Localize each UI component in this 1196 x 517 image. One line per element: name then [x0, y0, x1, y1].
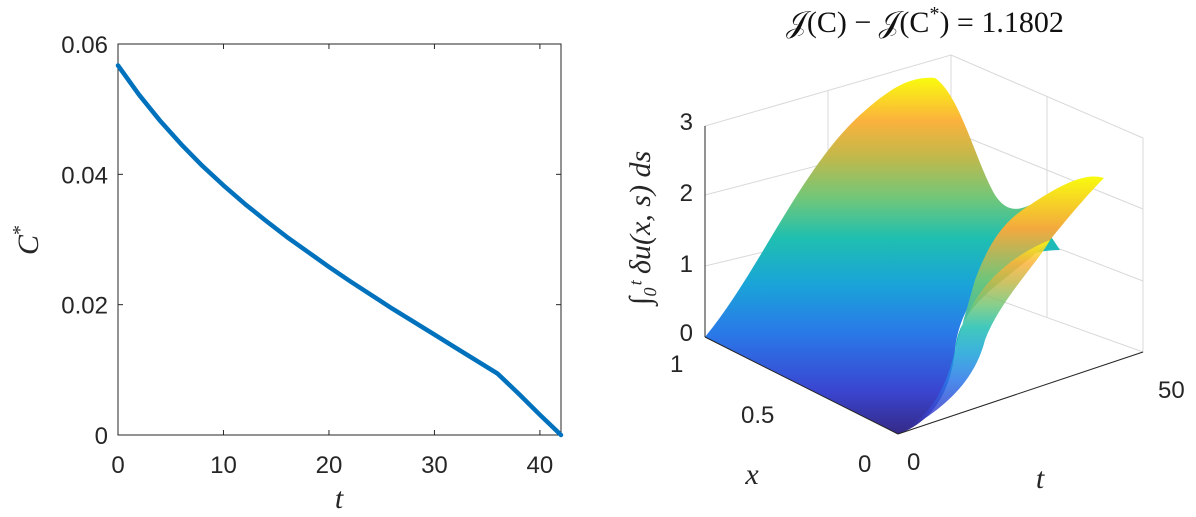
z-tick-3: 3	[680, 109, 693, 136]
surface-main	[705, 77, 1060, 434]
y-tick-label: 0.04	[61, 162, 108, 189]
z-tick-labels: 0 1 2 3	[680, 109, 693, 347]
right-ylabel: t	[1036, 462, 1045, 495]
svg-text:∫₀ᵗ δu(x, s) ds: ∫₀ᵗ δu(x, s) ds	[624, 151, 659, 307]
t-tick-50: 50	[1158, 377, 1185, 404]
t-tick-labels: 0 50	[907, 377, 1185, 476]
z-tick-1: 1	[680, 251, 693, 278]
right-xlabel: x	[744, 458, 759, 491]
z-tick-2: 2	[680, 180, 693, 207]
y-tick-label: 0	[95, 423, 108, 450]
y-tick-label: 0.02	[61, 293, 108, 320]
x-tick-1: 1	[670, 351, 683, 378]
t-tick-0: 0	[907, 449, 920, 476]
y-tick-label: 0.06	[61, 32, 108, 59]
x-tick-0: 0	[858, 451, 871, 478]
x-tick-label: 20	[316, 452, 343, 479]
right-zlabel: ∫₀ᵗ δu(x, s) ds	[624, 151, 659, 307]
svg-text:C*: C*	[9, 225, 45, 255]
x-tick-label: 0	[111, 452, 124, 479]
series-line-cstar	[115, 63, 564, 438]
left-chart: 0 10 20 30 40 0 0.02 0.04 0.06 t C*	[9, 32, 564, 515]
x-tick-label: 10	[210, 452, 237, 479]
left-ylabel: C*	[9, 225, 45, 255]
z-tick-0: 0	[680, 320, 693, 347]
left-tick-labels: 0 10 20 30 40 0 0.02 0.04 0.06	[61, 32, 553, 479]
right-chart: 𝒥(C) − 𝒥(C*) = 1.1802	[624, 3, 1185, 495]
surface-ridge	[955, 176, 1104, 350]
left-xlabel: t	[335, 482, 344, 515]
surface-front	[898, 240, 1050, 434]
surface	[705, 77, 1104, 434]
x-tick-labels: 1 0.5 0	[670, 351, 871, 478]
right-title: 𝒥(C) − 𝒥(C*) = 1.1802	[786, 3, 1064, 39]
x-tick-label: 40	[527, 452, 554, 479]
x-tick-05: 0.5	[741, 402, 774, 429]
x-tick-label: 30	[421, 452, 448, 479]
left-plot-box	[117, 43, 562, 436]
axes-3d	[704, 126, 1144, 435]
